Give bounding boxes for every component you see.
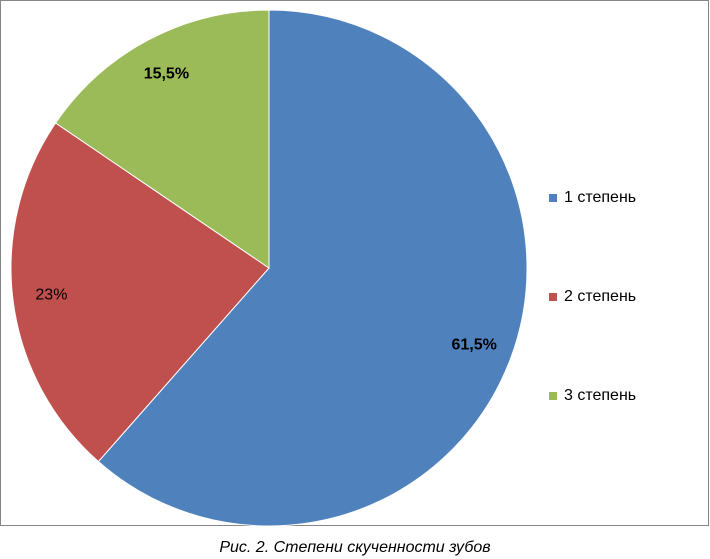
pie-slice [54, 9, 270, 269]
data-label: 61,5% [451, 337, 496, 354]
data-label: 15,5% [144, 65, 189, 82]
pie-slice [10, 122, 270, 463]
legend-label: 2 степень [564, 288, 636, 305]
legend-label: 1 степень [564, 189, 636, 206]
legend-label: 3 степень [564, 387, 636, 404]
legend-swatch [549, 392, 557, 400]
legend-swatch [549, 194, 557, 202]
pie-slice [97, 9, 528, 527]
legend-swatch [549, 293, 557, 301]
data-label: 23% [35, 287, 67, 304]
caption: Рис. 2. Степени скученности зубов [219, 539, 490, 556]
